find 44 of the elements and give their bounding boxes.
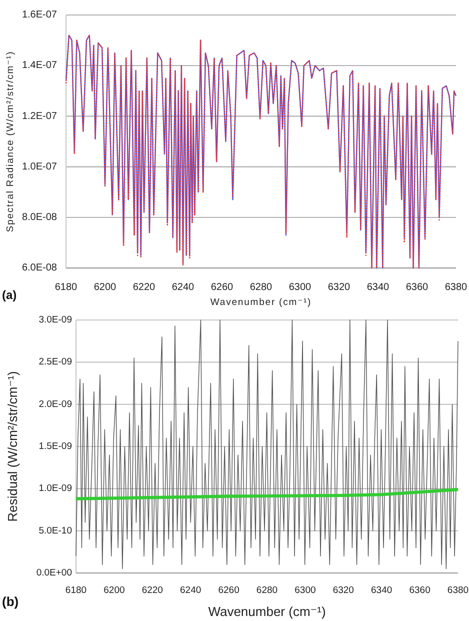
y-tick-label: 3.0E-09 <box>38 314 72 326</box>
y-tick-label: 1.4E-07 <box>22 60 58 72</box>
y-tick-label: 5.0E-10 <box>38 525 72 536</box>
x-axis-title: Wavenumber (cm⁻¹) <box>210 297 312 308</box>
x-tick-label: 6220 <box>132 282 156 293</box>
y-tick-label: 2.0E-09 <box>38 398 72 410</box>
x-tick-label: 6220 <box>142 585 163 596</box>
x-tick-label: 6300 <box>288 282 312 293</box>
x-tick-label: 6260 <box>210 282 234 293</box>
x-tick-label: 6200 <box>94 282 117 293</box>
y-axis-title: Residual (W/cm²/str/cm⁻¹) <box>5 371 20 522</box>
x-tick-label: 6180 <box>54 282 78 293</box>
x-tick-label: 6340 <box>371 585 392 596</box>
text: (a) <box>2 288 17 302</box>
y-tick-label: 1.0E-09 <box>38 483 72 494</box>
line-series <box>65 34 457 269</box>
y-tick-label: 6.0E-08 <box>22 262 58 274</box>
y-tick-label: 2.5E-09 <box>38 356 72 368</box>
y-tick-label: 8.0E-08 <box>22 212 58 224</box>
x-tick-label: 6300 <box>294 585 316 596</box>
x-tick-label: 6280 <box>250 282 273 293</box>
x-tick-label: 6380 <box>444 282 468 293</box>
x-tick-label: 6360 <box>406 282 429 293</box>
x-tick-label: 6240 <box>180 585 202 596</box>
x-tick-label: 6240 <box>172 282 195 293</box>
y-tick-label: 1.0E-07 <box>22 161 58 172</box>
x-tick-label: 6360 <box>409 585 430 596</box>
y-tick-label: 0.0E+00 <box>36 568 72 579</box>
y-axis-title: Spectral Radiance (W/cm²/str/cm⁻¹) <box>4 50 16 232</box>
x-tick-label: 6340 <box>366 282 390 293</box>
x-tick-label: 6200 <box>104 585 125 596</box>
x-tick-label: 6180 <box>65 585 87 596</box>
x-tick-label: 6260 <box>218 585 240 596</box>
x-axis-title: Wavenumber (cm⁻¹) <box>208 604 326 619</box>
y-tick-label: 1.2E-07 <box>22 110 58 122</box>
text: (b) <box>2 594 19 609</box>
line-series <box>74 488 460 500</box>
x-tick-label: 6320 <box>332 585 354 596</box>
x-tick-label: 6280 <box>256 585 278 596</box>
x-tick-label: 6320 <box>328 282 351 293</box>
x-tick-label: 6380 <box>447 585 469 596</box>
line-series <box>76 320 458 570</box>
y-tick-label: 1.5E-09 <box>38 441 72 452</box>
y-tick-label: 1.6E-07 <box>22 10 58 21</box>
